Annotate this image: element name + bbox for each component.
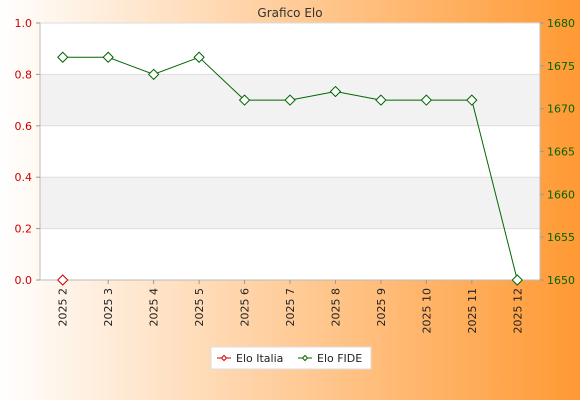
grid-band <box>40 177 540 229</box>
elo-fide-point <box>329 85 342 98</box>
legend-swatch-marker <box>220 354 228 362</box>
left-tick-label: 0.4 <box>15 171 33 184</box>
x-tick-label: 2025 7 <box>284 288 297 327</box>
x-tick-label: 2025 9 <box>375 288 388 327</box>
x-tick-label: 2025 8 <box>329 288 342 327</box>
elo-italia-point <box>57 274 69 286</box>
x-tick-label: 2025 11 <box>466 288 479 334</box>
elo-fide-point <box>420 94 433 106</box>
legend-item-elo-italia: Elo Italia <box>236 352 283 365</box>
x-tick-label: 2025 6 <box>239 288 252 327</box>
x-tick-label: 2025 2 <box>57 288 70 327</box>
plot-background <box>40 23 540 280</box>
x-tick-label: 2025 3 <box>102 288 115 327</box>
elo-fide-point <box>511 274 523 286</box>
left-tick-label: 0.8 <box>15 68 33 81</box>
legend-box <box>210 346 372 370</box>
elo-fide-point <box>466 94 478 106</box>
elo-fide-point <box>102 51 114 63</box>
elo-fide-point <box>193 51 205 63</box>
right-tick-label: 1655 <box>547 231 575 244</box>
chart-title: Grafico Elo <box>257 6 322 20</box>
elo-fide-point <box>238 94 251 106</box>
left-tick-label: 1.0 <box>15 17 33 30</box>
elo-fide-point <box>57 51 69 63</box>
right-tick-label: 1660 <box>547 188 575 201</box>
left-tick-label: 0.2 <box>15 223 33 236</box>
right-tick-label: 1675 <box>547 60 575 73</box>
legend-item-elo-fide: Elo FIDE <box>317 352 362 365</box>
legend: Elo Italia Elo FIDE <box>210 346 372 370</box>
left-tick-label: 0.0 <box>15 274 33 287</box>
elo-fide-point <box>375 94 387 106</box>
x-tick-label: 2025 4 <box>148 288 161 327</box>
plot-area: 0.0 0.2 0.4 0.6 0.8 1.0 1650 1655 1660 1665 1670 16… <box>15 17 576 334</box>
x-tick-label: 2025 10 <box>420 288 433 334</box>
right-tick-label: 1665 <box>547 146 575 159</box>
x-tick-label: 2025 5 <box>193 288 206 327</box>
x-tick-label: 2025 12 <box>511 288 524 334</box>
elo-fide-point <box>147 68 160 81</box>
legend-swatch-marker <box>301 354 309 362</box>
elo-fide-point <box>284 94 296 106</box>
right-tick-label: 1650 <box>547 274 575 287</box>
right-tick-label: 1680 <box>547 17 575 30</box>
right-tick-label: 1670 <box>547 103 575 116</box>
left-tick-label: 0.6 <box>15 120 33 133</box>
